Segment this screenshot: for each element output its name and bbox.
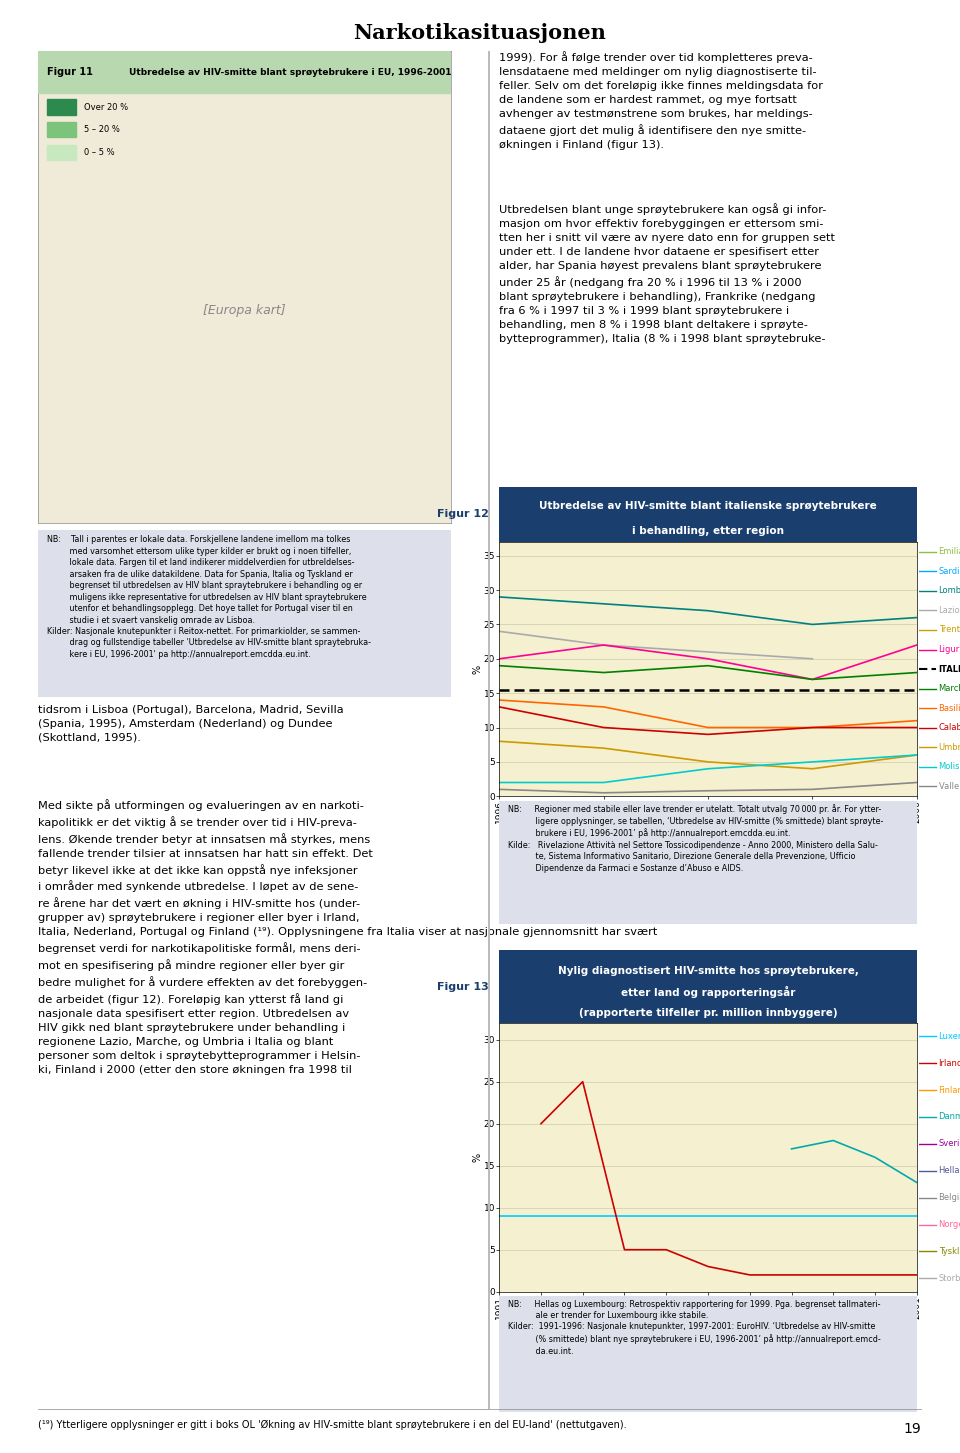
Text: NB:     Hellas og Luxembourg: Retrospektiv rapportering for 1999. Pga. begrenset: NB: Hellas og Luxembourg: Retrospektiv r…	[508, 1299, 880, 1356]
Bar	[47, 145, 76, 160]
Bar	[47, 99, 76, 115]
Text: Tyskland: Tyskland	[939, 1247, 960, 1255]
Text: 1999). For å følge trender over tid kompletteres preva-
lensdataene med meldinge: 1999). For å følge trender over tid komp…	[499, 51, 824, 150]
Text: Utbredelse av HIV-smitte blant italienske sprøytebrukere: Utbredelse av HIV-smitte blant italiensk…	[540, 501, 876, 511]
Text: Molise: Molise	[939, 763, 960, 772]
Text: 5 – 20 %: 5 – 20 %	[84, 125, 120, 134]
Text: Utbredelse av HIV-smitte blant sprøytebrukere i EU, 1996-2001: Utbredelse av HIV-smitte blant sprøytebr…	[130, 68, 452, 77]
Text: Belgia: Belgia	[939, 1193, 960, 1202]
Text: Figur 12: Figur 12	[437, 510, 489, 519]
Text: Over 20 %: Over 20 %	[84, 103, 128, 112]
Text: NB:    Tall i parentes er lokale data. Forskjellene landene imellom ma tolkes
  : NB: Tall i parentes er lokale data. Fors…	[47, 535, 371, 658]
Text: Finland: Finland	[939, 1085, 960, 1094]
Text: tidsrom i Lisboa (Portugal), Barcelona, Madrid, Sevilla
(Spania, 1995), Amsterda: tidsrom i Lisboa (Portugal), Barcelona, …	[38, 705, 344, 742]
Text: NB:     Regioner med stabile eller lave trender er utelatt. Totalt utvalg 70 000: NB: Regioner med stabile eller lave tren…	[508, 805, 883, 873]
Text: Umbria: Umbria	[939, 742, 960, 751]
Text: Irland: Irland	[939, 1059, 960, 1068]
Text: Norge: Norge	[939, 1221, 960, 1229]
Text: [Europa kart]: [Europa kart]	[204, 304, 286, 317]
Bar	[38, 51, 451, 93]
Text: Calabria: Calabria	[939, 724, 960, 732]
Text: Emilia-Romagna: Emilia-Romagna	[939, 548, 960, 556]
Text: 0 – 5 %: 0 – 5 %	[84, 148, 114, 157]
Text: Sardinia: Sardinia	[939, 567, 960, 575]
Text: Nylig diagnostisert HIV-smitte hos sprøytebrukere,: Nylig diagnostisert HIV-smitte hos sprøy…	[558, 966, 858, 975]
Text: Storbritannia: Storbritannia	[939, 1274, 960, 1283]
Text: Figur 11: Figur 11	[47, 67, 92, 77]
Text: Utbredelsen blant unge sprøytebrukere kan også gi infor-
masjon om hvor effektiv: Utbredelsen blant unge sprøytebrukere ka…	[499, 203, 835, 344]
Text: (¹⁹) Ytterligere opplysninger er gitt i boks OL 'Økning av HIV-smitte blant sprø: (¹⁹) Ytterligere opplysninger er gitt i …	[38, 1420, 627, 1430]
Text: Lazio: Lazio	[939, 606, 960, 615]
Text: Trentino: Trentino	[939, 625, 960, 635]
Y-axis label: %: %	[472, 1152, 482, 1162]
Text: Basilicata: Basilicata	[939, 703, 960, 713]
Text: Sverige: Sverige	[939, 1139, 960, 1148]
Text: i behandling, etter region: i behandling, etter region	[632, 526, 784, 536]
Text: Narkotikasituasjonen: Narkotikasituasjonen	[353, 23, 607, 44]
Text: ITALIA: ITALIA	[939, 664, 960, 674]
Bar	[47, 122, 76, 137]
Text: Lombardia: Lombardia	[939, 587, 960, 596]
Text: Luxembourg: Luxembourg	[939, 1032, 960, 1040]
Text: Figur 13: Figur 13	[437, 982, 489, 991]
Text: Med sikte på utformingen og evalueringen av en narkoti-
kapolitikk er det viktig: Med sikte på utformingen og evalueringen…	[38, 799, 658, 1075]
Text: 19: 19	[904, 1421, 922, 1436]
Text: Liguria: Liguria	[939, 645, 960, 654]
Y-axis label: %: %	[472, 664, 482, 674]
Text: Valle d'Aosta: Valle d'Aosta	[939, 782, 960, 790]
Text: Danmark: Danmark	[939, 1113, 960, 1122]
Text: Marche: Marche	[939, 684, 960, 693]
Text: (rapporterte tilfeller pr. million innbyggere): (rapporterte tilfeller pr. million innby…	[579, 1008, 837, 1019]
Text: Hellas: Hellas	[939, 1167, 960, 1175]
Text: etter land og rapporteringsår: etter land og rapporteringsår	[621, 987, 795, 998]
